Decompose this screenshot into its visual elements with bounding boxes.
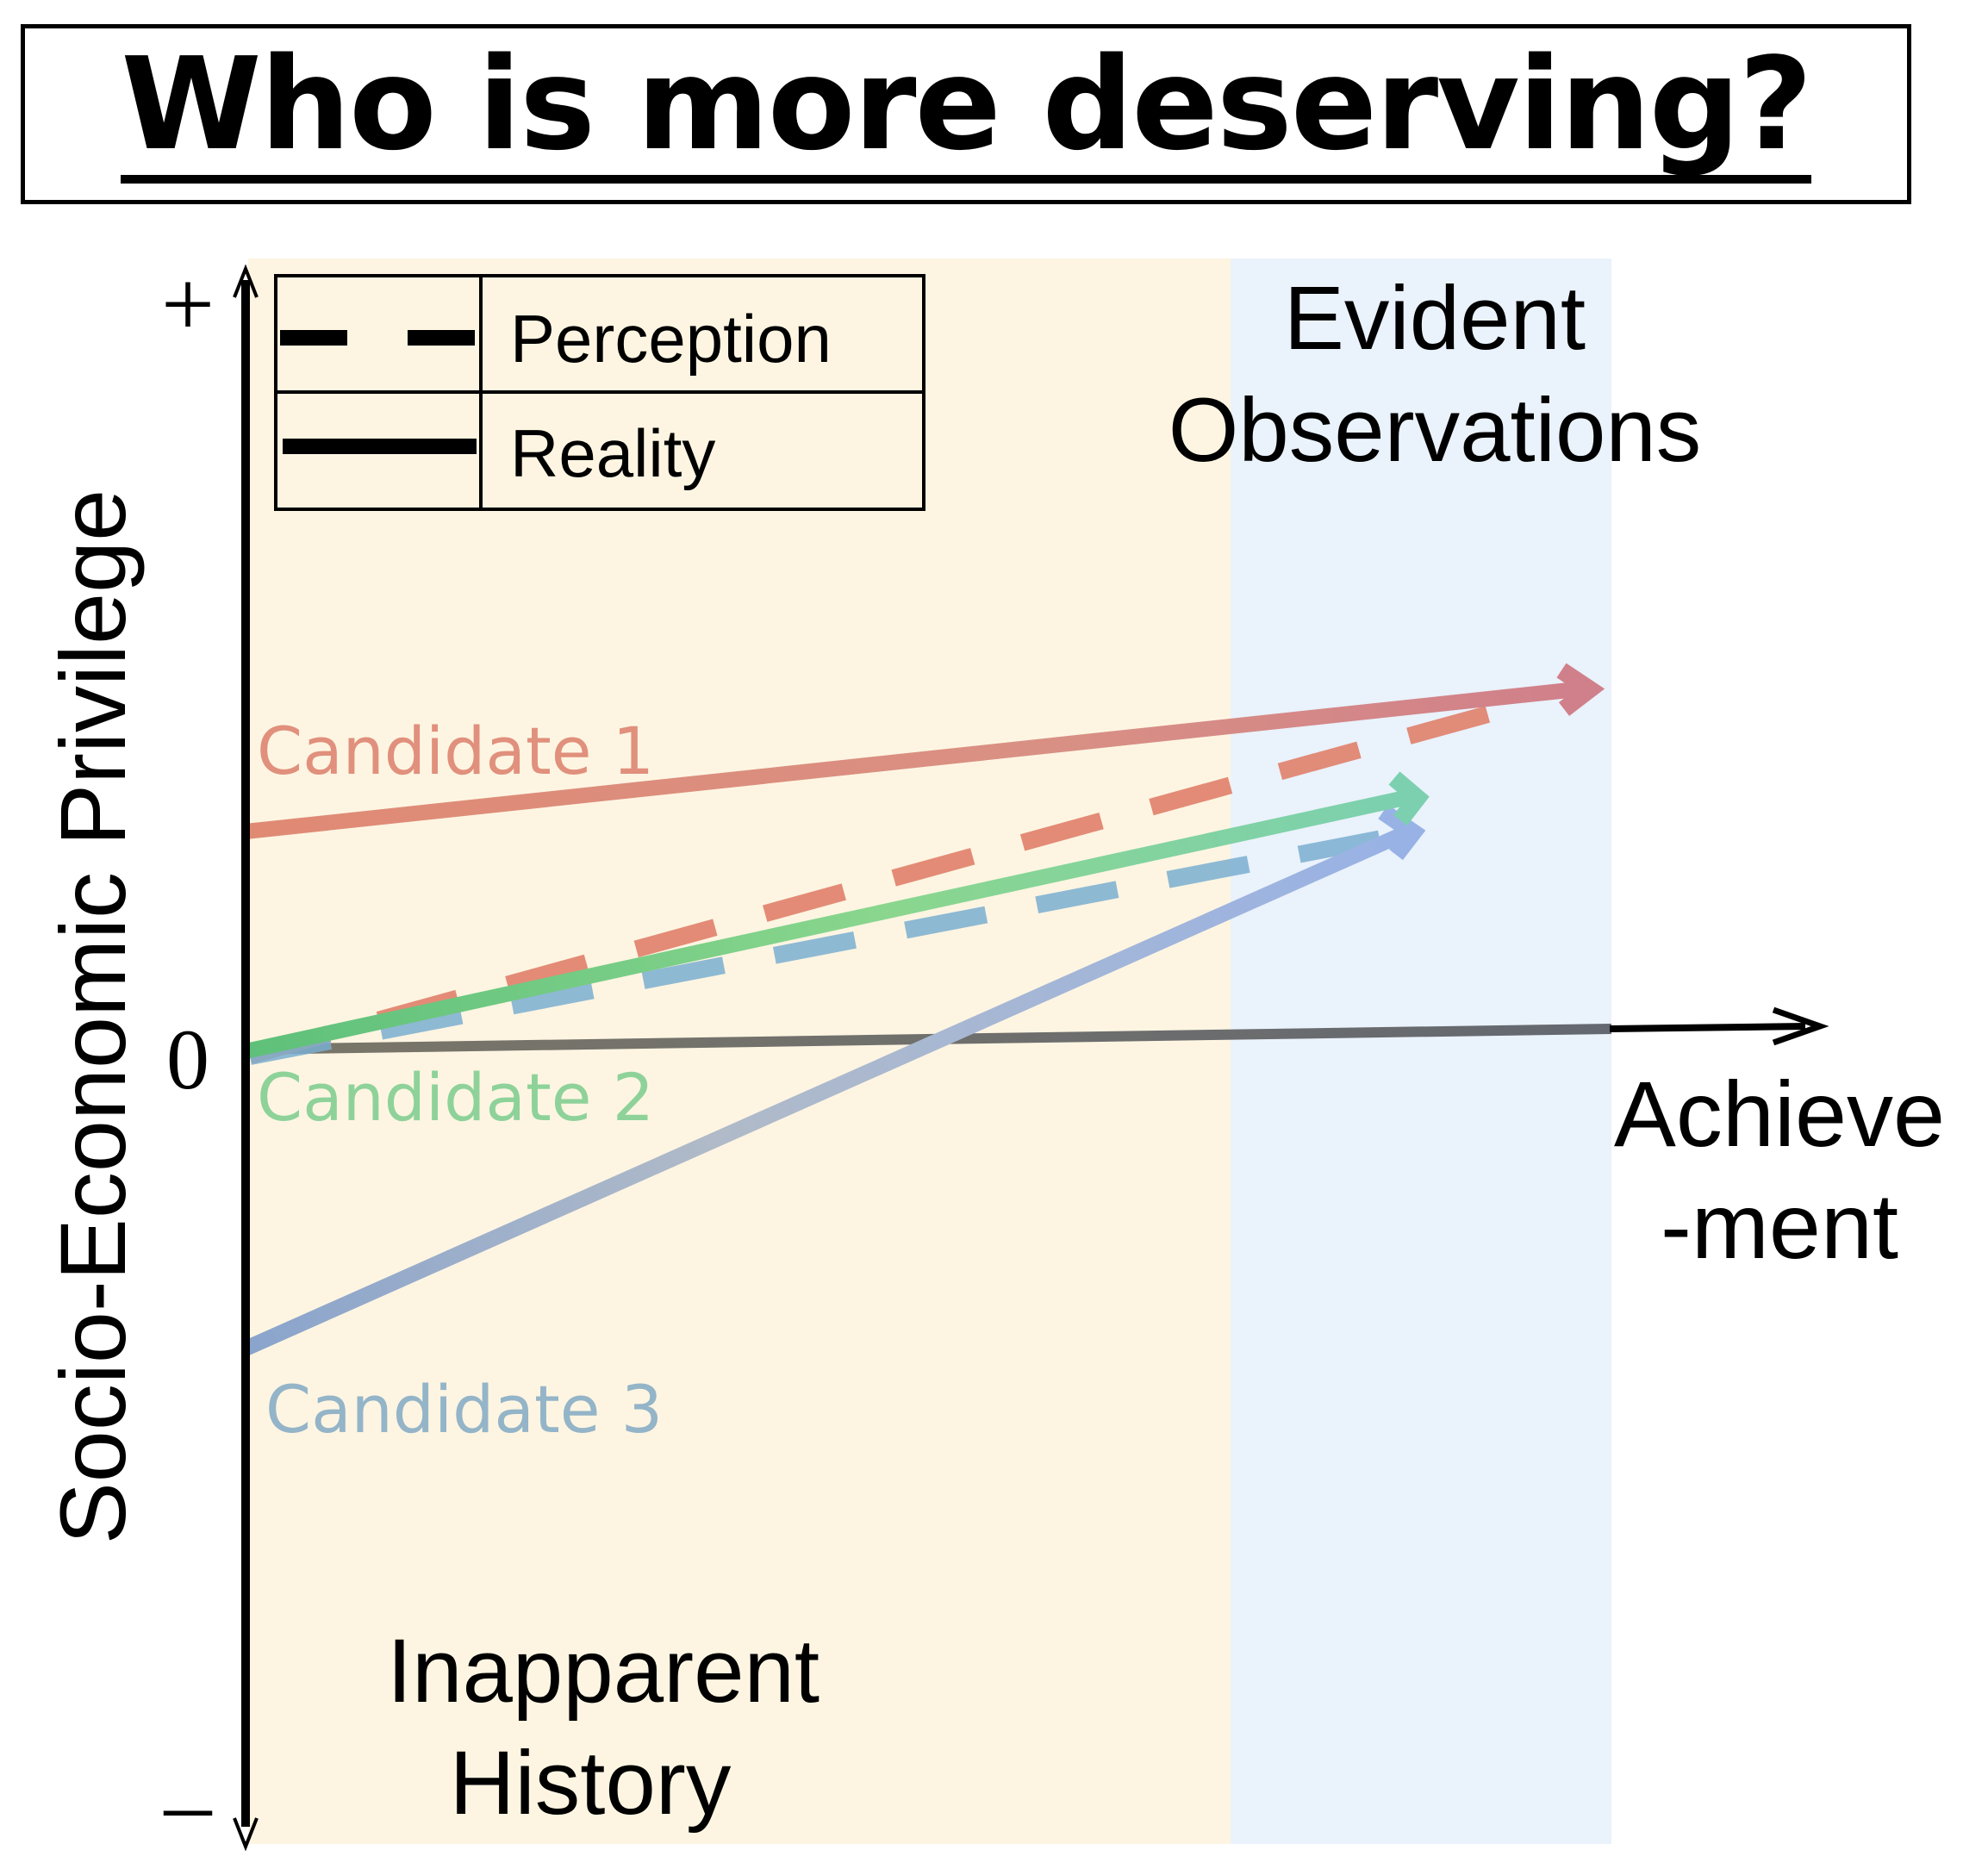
legend-reality-label: Reality [510,415,715,491]
history-label-line-1: Inapparent [387,1621,820,1722]
y-axis-label: Socio-Economic Privilege [41,489,145,1545]
candidate-1-reality-line [245,682,1578,839]
candidate-3-perception-line [248,825,1406,1065]
x-axis-line-outer [1609,1023,1806,1032]
evident-observations-region [1231,259,1611,1844]
legend-perception-label: Perception [510,301,832,377]
history-label-line-2: History [450,1733,732,1834]
y-top-tick-label: + [161,252,215,357]
candidate-3-reality-line [242,824,1412,1356]
candidate-2-arrowhead [1388,771,1430,826]
candidate-2-label: Candidate 2 [257,1059,654,1136]
legend: Perception Reality [274,274,925,511]
candidate-3-label: Candidate 3 [265,1371,663,1448]
y-bottom-tick-label: – [164,1751,213,1856]
y-axis-arrowhead-bottom [233,1817,259,1852]
candidate-3-arrowhead [1378,804,1426,861]
candidate-2-reality-line [244,789,1411,1059]
x-axis-arrowhead [1772,1006,1829,1046]
evident-label-line-1: Evident [1284,268,1586,369]
y-zero-tick-label: 0 [166,1012,209,1107]
candidate-1-perception-line [247,695,1528,1064]
candidate-1-label: Candidate 1 [257,713,654,789]
x-axis-label-line-1: Achieve [1614,1062,1945,1166]
y-axis-arrowhead-top [233,264,259,298]
candidate-1-arrowhead [1556,663,1605,716]
x-axis-label-line-2: -ment [1661,1174,1898,1278]
title-box: Who is more deserving? [21,24,1911,204]
evident-label-line-2: Observations [1168,380,1702,481]
page-title: Who is more deserving? [121,40,1813,184]
